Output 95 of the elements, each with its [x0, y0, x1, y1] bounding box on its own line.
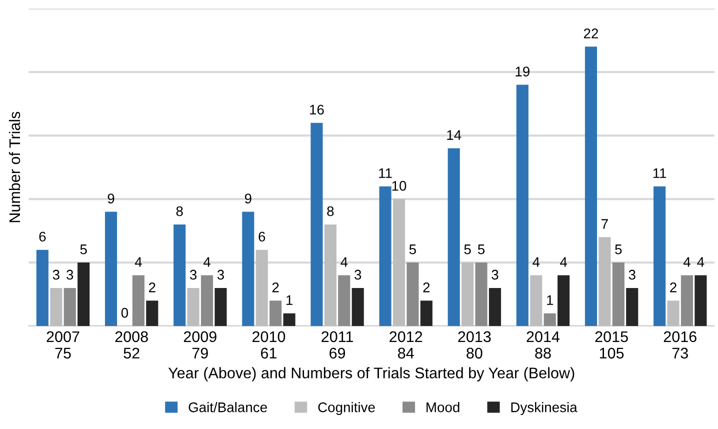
- x-tick-label: 2012 84: [390, 331, 422, 359]
- data-label: 6: [39, 232, 46, 242]
- data-label: 8: [327, 206, 334, 216]
- x-tick-label: 2008 52: [115, 331, 148, 359]
- bar: [462, 262, 474, 326]
- data-label: 3: [190, 270, 197, 280]
- legend-label: Cognitive: [318, 402, 375, 415]
- x-tick-label: 2009 79: [184, 331, 216, 359]
- bar: [420, 300, 432, 326]
- bar: [50, 288, 62, 326]
- bar: [256, 250, 268, 326]
- x-tick-label: 2007 75: [46, 331, 80, 359]
- data-label: 3: [354, 270, 362, 280]
- data-label: 5: [464, 244, 471, 254]
- bar: [598, 237, 611, 326]
- bar: [36, 250, 48, 326]
- data-label: 4: [532, 257, 540, 267]
- bar: [488, 288, 502, 326]
- data-label: 14: [447, 130, 462, 140]
- bar: [694, 275, 707, 326]
- bar: [200, 275, 214, 326]
- data-label: 4: [134, 257, 142, 267]
- data-label: 2: [272, 282, 279, 292]
- bar: [104, 212, 118, 326]
- data-label: 3: [628, 270, 636, 280]
- x-axis-title: Year (Above) and Numbers of Trials Started by Year (Below): [168, 367, 574, 382]
- data-label: 0: [121, 308, 128, 318]
- data-label: 4: [340, 257, 348, 267]
- x-tick-label: 2010 61: [252, 331, 286, 359]
- bar: [352, 288, 364, 326]
- x-tick-label: 2015 105: [595, 331, 628, 359]
- bar: [78, 262, 90, 326]
- bar: [283, 313, 296, 326]
- bar: [626, 288, 638, 326]
- bar: [612, 262, 624, 326]
- bar: [214, 288, 227, 326]
- data-label: 2: [148, 282, 156, 292]
- legend-label: Mood: [426, 402, 460, 412]
- bar: [310, 122, 323, 326]
- bar: [174, 224, 186, 326]
- legend-label: Gait/Balance: [188, 402, 267, 412]
- data-label: 2: [670, 282, 676, 292]
- bar: [680, 275, 694, 326]
- data-label: 3: [492, 270, 498, 280]
- x-tick-label: 2011 69: [322, 331, 353, 359]
- data-label: 3: [217, 270, 224, 280]
- data-label: 5: [409, 244, 416, 254]
- x-tick-label: 2016 73: [664, 331, 696, 359]
- bar: [338, 275, 350, 326]
- data-label: 5: [80, 244, 87, 254]
- data-label: 2: [423, 282, 430, 292]
- bar: [544, 313, 556, 326]
- bar: [448, 148, 460, 326]
- data-label: 9: [108, 194, 114, 204]
- bar: [516, 84, 528, 326]
- x-tick-label: 2013 80: [458, 331, 491, 359]
- bar: [584, 46, 598, 326]
- bar: [558, 275, 570, 326]
- y-axis-title: Number of Trials: [8, 112, 20, 222]
- data-label: 6: [258, 232, 266, 242]
- bar: [146, 300, 158, 326]
- bar: [242, 212, 254, 326]
- data-label: 4: [697, 257, 704, 267]
- data-label: 3: [52, 270, 60, 280]
- bar: [667, 300, 680, 326]
- data-label: 10: [392, 180, 406, 191]
- bar: [324, 224, 336, 326]
- data-label: 22: [584, 28, 598, 38]
- bar: [379, 186, 392, 326]
- bar: [187, 288, 200, 326]
- legend-label: Dyskinesia: [511, 402, 578, 415]
- data-label: 9: [244, 194, 252, 204]
- bar: [392, 199, 406, 326]
- data-label: 3: [66, 270, 74, 280]
- data-label: 19: [516, 66, 530, 76]
- bar: [406, 262, 419, 326]
- data-label: 1: [286, 295, 292, 305]
- bar: [654, 186, 666, 326]
- data-label: 11: [653, 168, 666, 178]
- bar: [530, 275, 542, 326]
- data-label: 4: [683, 257, 690, 267]
- data-label: 5: [478, 244, 485, 254]
- bar: [64, 288, 76, 326]
- data-label: 4: [203, 257, 210, 267]
- data-label: 11: [379, 168, 392, 178]
- bar: [475, 262, 488, 326]
- data-label: 16: [310, 104, 324, 115]
- data-label: 4: [560, 257, 568, 267]
- bar: [270, 300, 282, 326]
- data-label: 1: [547, 295, 554, 305]
- x-tick-label: 2014 88: [526, 331, 560, 359]
- bar: [132, 275, 144, 326]
- data-label: 7: [602, 219, 608, 229]
- data-label: 5: [615, 244, 622, 254]
- data-label: 8: [176, 206, 183, 216]
